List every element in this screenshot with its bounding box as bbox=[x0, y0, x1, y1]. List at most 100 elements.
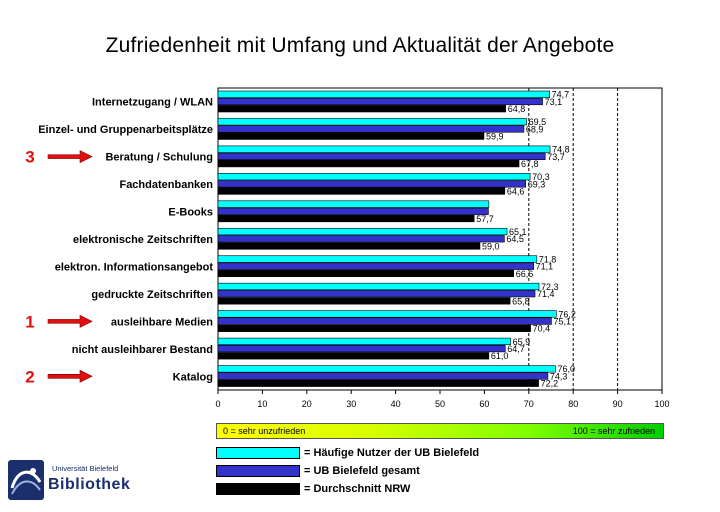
data-label: 65,1 bbox=[509, 227, 527, 237]
data-label: 71,8 bbox=[539, 254, 557, 264]
data-label: 73,1 bbox=[545, 97, 563, 107]
bar-2 bbox=[217, 372, 549, 380]
category-label: Katalog bbox=[173, 371, 213, 383]
bar-3 bbox=[217, 214, 475, 223]
bar-2 bbox=[217, 317, 552, 325]
bar-1 bbox=[217, 282, 540, 291]
category-label: E-Books bbox=[168, 207, 213, 219]
data-label: 68,9 bbox=[526, 124, 544, 134]
legend-label-series-3: = Durchschnitt NRW bbox=[304, 482, 411, 495]
data-label: 67,8 bbox=[521, 159, 539, 169]
data-label: 76,2 bbox=[558, 309, 576, 319]
bar-3 bbox=[217, 105, 507, 113]
legend-label-series-2: = UB Bielefeld gesamt bbox=[304, 464, 420, 477]
category-label: ausleihbare Medien bbox=[111, 316, 213, 328]
data-label: 64,6 bbox=[507, 186, 525, 196]
data-label: 65,8 bbox=[512, 296, 530, 306]
x-tick-label: 10 bbox=[257, 399, 267, 409]
category-label: Beratung / Schulung bbox=[105, 152, 213, 164]
data-label: 70,4 bbox=[533, 324, 551, 334]
bar-1 bbox=[217, 337, 511, 345]
x-tick-label: 100 bbox=[654, 399, 669, 409]
bar-2 bbox=[217, 180, 526, 188]
rank-number: 2 bbox=[25, 367, 34, 386]
category-label: gedruckte Zeitschriften bbox=[91, 289, 213, 301]
bar-1 bbox=[217, 227, 508, 236]
legend-item-series-1: = Häufige Nutzer der UB Bielefeld bbox=[216, 446, 479, 459]
bar-3 bbox=[217, 297, 511, 305]
data-label: 71,4 bbox=[537, 289, 555, 299]
x-tick-label: 90 bbox=[613, 399, 623, 409]
x-tick-label: 40 bbox=[391, 399, 401, 409]
bar-2 bbox=[217, 262, 534, 270]
bar-3 bbox=[217, 160, 520, 168]
data-label: 57,7 bbox=[476, 214, 494, 224]
data-label: 65,9 bbox=[513, 337, 531, 347]
bar-1 bbox=[217, 365, 556, 373]
x-tick-label: 70 bbox=[524, 399, 534, 409]
bar-2 bbox=[217, 235, 505, 243]
category-label: elektronische Zeitschriften bbox=[73, 234, 213, 246]
scale-left-label: 0 = sehr unzufrieden bbox=[223, 426, 306, 436]
legend-item-series-3: = Durchschnitt NRW bbox=[216, 482, 410, 495]
bar-3 bbox=[217, 352, 490, 360]
data-label: 59,9 bbox=[486, 132, 504, 142]
bar-2 bbox=[217, 97, 543, 106]
data-label: 74,8 bbox=[552, 145, 570, 155]
data-label: 72,2 bbox=[541, 379, 559, 389]
legend-swatch-series-3 bbox=[216, 482, 300, 495]
data-label: 59,0 bbox=[482, 241, 500, 251]
category-label: Einzel- und Gruppenarbeitsplätze bbox=[38, 124, 213, 136]
rank-arrow-icon bbox=[47, 314, 93, 328]
logo-university-text: Universität Bielefeld bbox=[52, 464, 119, 473]
legend-swatch-series-2 bbox=[216, 464, 300, 477]
category-label: nicht ausleihbarer Bestand bbox=[72, 344, 213, 356]
legend-item-series-2: = UB Bielefeld gesamt bbox=[216, 464, 420, 477]
logo-library-text: Bibliothek bbox=[48, 476, 131, 493]
bar-3 bbox=[217, 187, 506, 195]
data-label: 73,7 bbox=[547, 152, 565, 162]
logo-emblem-icon bbox=[8, 460, 44, 500]
bar-2 bbox=[217, 290, 536, 298]
data-label: 74,7 bbox=[552, 90, 570, 100]
bar-1 bbox=[217, 90, 550, 98]
scale-right-label: 100 = sehr zufrieden bbox=[572, 426, 655, 436]
data-label: 70,3 bbox=[532, 172, 550, 182]
data-label: 64,5 bbox=[506, 234, 524, 244]
bar-2 bbox=[217, 125, 525, 133]
bar-3 bbox=[217, 242, 481, 250]
bar-1 bbox=[217, 200, 490, 208]
category-label: Internetzugang / WLAN bbox=[92, 97, 213, 109]
rank-number: 1 bbox=[25, 312, 34, 331]
library-logo: Universität Bielefeld Bibliothek bbox=[6, 458, 130, 504]
bar-1 bbox=[217, 173, 531, 181]
bar-1 bbox=[217, 145, 551, 153]
data-label: 69,5 bbox=[529, 117, 547, 127]
bar-1 bbox=[217, 118, 527, 126]
bar-3 bbox=[217, 269, 515, 278]
category-label: elektron. Informationsangebot bbox=[55, 261, 214, 273]
data-label: 76,0 bbox=[557, 364, 575, 374]
x-tick-label: 0 bbox=[215, 399, 220, 409]
category-label: Fachdatenbanken bbox=[119, 179, 213, 191]
x-tick-label: 60 bbox=[479, 399, 489, 409]
x-tick-label: 80 bbox=[568, 399, 578, 409]
x-tick-label: 30 bbox=[346, 399, 356, 409]
data-label: 72,3 bbox=[541, 282, 559, 292]
bar-2 bbox=[217, 344, 506, 353]
bar-chart: Internetzugang / WLAN 74,773,1 64,8 Einzel-… bbox=[25, 87, 670, 409]
legend-swatch-series-1 bbox=[216, 446, 300, 459]
data-label: 71,1 bbox=[536, 262, 554, 272]
data-label: 75,1 bbox=[553, 317, 571, 327]
chart-title: Zufriedenheit mit Umfang und Aktualität … bbox=[105, 34, 615, 57]
data-label: 61,0 bbox=[491, 351, 509, 361]
data-label: 74,3 bbox=[550, 371, 568, 381]
bar-1 bbox=[217, 255, 538, 263]
data-label: 64,8 bbox=[508, 104, 526, 114]
data-label: 66,6 bbox=[516, 269, 534, 279]
legend-label-series-1: = Häufige Nutzer der UB Bielefeld bbox=[304, 446, 480, 459]
bar-3 bbox=[217, 132, 485, 140]
rank-arrow-icon bbox=[47, 150, 93, 164]
satisfaction-scale-bar: 0 = sehr unzufrieden 100 = sehr zufriede… bbox=[216, 423, 664, 439]
bar-1 bbox=[217, 310, 557, 318]
